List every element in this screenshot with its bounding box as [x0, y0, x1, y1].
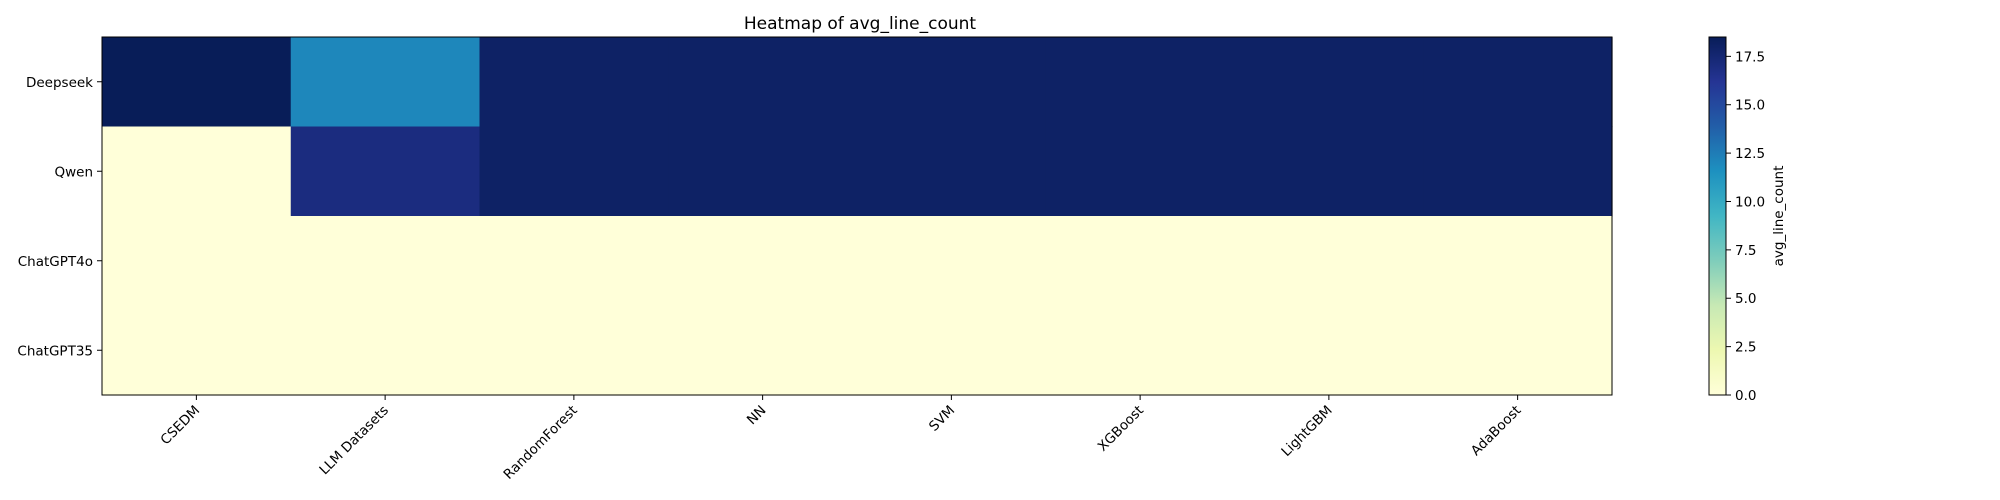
x-tick-label-3: NN [744, 403, 770, 429]
heatmap-cell-0-6 [1234, 37, 1424, 128]
chart-title: Heatmap of avg_line_count [744, 14, 977, 34]
x-tick-label-6: LightGBM [1278, 403, 1335, 460]
heatmap-cell-2-6 [1234, 216, 1424, 307]
colorbar-tick-label-6: 15.0 [1735, 98, 1765, 114]
heatmap-cell-0-1 [290, 37, 481, 128]
heatmap-cell-1-1 [290, 126, 481, 217]
heatmap-cell-2-3 [668, 216, 858, 307]
heatmap-cell-1-2 [479, 126, 669, 217]
heatmap-cell-3-0 [102, 305, 292, 396]
colorbar-tick-label-7: 17.5 [1735, 49, 1765, 65]
x-tick-label-7: AdaBoost [1468, 403, 1525, 460]
heatmap-cell-3-6 [1234, 305, 1424, 396]
heatmap-cell-0-3 [668, 37, 858, 128]
y-tick-label-0: Deepseek [26, 75, 93, 91]
heatmap-cell-2-5 [1045, 216, 1236, 307]
colorbar-tick-label-1: 2.5 [1735, 340, 1756, 356]
x-tick-label-5: XGBoost [1095, 403, 1147, 455]
heatmap-cell-0-2 [479, 37, 669, 128]
colorbar-tick-label-4: 10.0 [1735, 194, 1765, 210]
heatmap-cell-2-4 [857, 216, 1047, 307]
heatmap-cell-2-2 [479, 216, 669, 307]
colorbar-tick-label-2: 5.0 [1735, 291, 1756, 307]
heatmap-cell-1-7 [1423, 126, 1613, 217]
colorbar-tick-label-3: 7.5 [1735, 243, 1756, 259]
heatmap-cell-3-5 [1045, 305, 1236, 396]
x-tick-label-2: RandomForest [501, 403, 581, 483]
heatmap-cell-2-1 [290, 216, 481, 307]
y-tick-label-3: ChatGPT35 [17, 343, 93, 359]
heatmap-cell-0-4 [857, 37, 1047, 128]
heatmap-cell-0-0 [102, 37, 292, 128]
heatmap-cell-1-6 [1234, 126, 1424, 217]
heatmap-cell-1-0 [102, 126, 292, 217]
heatmap-cell-2-0 [102, 216, 292, 307]
x-axis-ticks: CSEDM LLM Datasets RandomForest NN SVM XGBoos… [158, 395, 1525, 483]
colorbar-ticks: 0.0 2.5 5.0 7.5 10.0 12.5 15.0 17.5 [1726, 49, 1765, 404]
heatmap-cells [102, 37, 1613, 396]
colorbar [1708, 36, 1727, 396]
plot-frame [101, 36, 1613, 396]
y-tick-label-2: ChatGPT4o [18, 254, 93, 270]
heatmap-cell-3-1 [290, 305, 481, 396]
y-tick-label-1: Qwen [54, 164, 93, 180]
heatmap-cell-3-2 [479, 305, 669, 396]
colorbar-tick-label-5: 12.5 [1735, 146, 1765, 162]
x-tick-label-4: SVM [926, 403, 958, 435]
heatmap-cell-1-4 [857, 126, 1047, 217]
y-axis-ticks: Deepseek Qwen ChatGPT4o ChatGPT35 [17, 75, 102, 359]
heatmap-cell-0-7 [1423, 37, 1613, 128]
heatmap-cell-3-7 [1423, 305, 1613, 396]
heatmap-cell-3-4 [857, 305, 1047, 396]
heatmap-cell-1-5 [1045, 126, 1236, 217]
colorbar-tick-label-0: 0.0 [1735, 388, 1756, 404]
heatmap-cell-3-3 [668, 305, 858, 396]
colorbar-label: avg_line_count [1771, 166, 1787, 267]
heatmap-cell-0-5 [1045, 37, 1236, 128]
heatmap-cell-2-7 [1423, 216, 1613, 307]
x-tick-label-0: CSEDM [158, 403, 204, 449]
heatmap-cell-1-3 [668, 126, 858, 217]
x-tick-label-1: LLM Datasets [316, 403, 392, 479]
